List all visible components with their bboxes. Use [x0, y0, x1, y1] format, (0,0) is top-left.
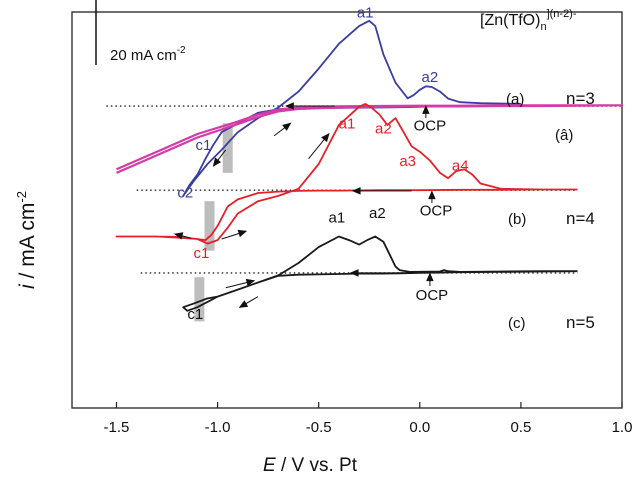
x-axis-ticks: -1.5 -1.0 -0.5 0.0 0.5 1.0: [104, 402, 633, 436]
label-a: (a): [506, 91, 524, 108]
annotation-label: OCP: [416, 287, 449, 304]
annotation-label: c2: [177, 184, 193, 201]
arrow-head: [238, 300, 249, 308]
annotation-label: c1: [196, 137, 212, 154]
x-tick-label: 0.0: [409, 419, 430, 436]
arrow-head: [212, 157, 222, 167]
series-line: [182, 235, 578, 312]
arrow-head: [321, 132, 330, 143]
series-line: [116, 104, 624, 174]
x-tick-label: -0.5: [306, 419, 332, 436]
peak-band: [222, 123, 233, 173]
label-ahat: (â): [555, 127, 573, 144]
arrow-head: [422, 105, 430, 114]
x-axis-title: E / V vs. Pt: [263, 455, 358, 476]
arrow-head: [351, 187, 361, 195]
annotation-label: c1: [193, 245, 209, 262]
label-c: (c): [508, 315, 526, 332]
annotation-label: OCP: [414, 117, 447, 134]
arrow-head: [428, 190, 436, 200]
arrow-head: [426, 272, 434, 282]
arrow-head: [173, 232, 184, 240]
label-n3: n=3: [566, 89, 595, 108]
arrow-head: [237, 229, 248, 238]
annotation-label: a2: [375, 121, 392, 138]
annotation-label: a1: [357, 4, 374, 21]
arrow-head: [285, 102, 294, 110]
annotation-label: a1: [339, 116, 356, 133]
series-lines: [115, 19, 624, 312]
annotation-label: a2: [369, 205, 386, 222]
annotation-label: a4: [452, 157, 469, 174]
scale-bar-label: 20 mA cm-2: [110, 45, 186, 64]
arrow-head: [282, 122, 292, 131]
annotation-label: a2: [422, 69, 439, 86]
complex-formula: [Zn(TfO)n](n-2)-: [480, 8, 577, 33]
peak-labels: a1 a2 c1 c2 a1 a2 a3 a4 c1 a1 a2 c1 OCP OCP OCP: [177, 4, 468, 323]
annotation-label: c1: [187, 306, 203, 323]
label-n5: n=5: [566, 313, 595, 332]
x-tick-label: 0.5: [510, 419, 531, 436]
peak-bands: [194, 123, 233, 322]
label-n4: n=4: [566, 209, 595, 228]
annotation-label: a1: [329, 210, 346, 227]
annotation-label: a3: [399, 153, 416, 170]
x-tick-label: -1.0: [205, 419, 231, 436]
peak-band: [194, 277, 205, 322]
arrow-head: [349, 269, 359, 277]
label-b: (b): [508, 211, 526, 228]
peak-band: [204, 201, 215, 251]
x-tick-label: -1.5: [104, 419, 130, 436]
plot-frame: [71, 11, 623, 409]
series-line: [115, 103, 578, 245]
y-axis-title: i / mA cm-2: [14, 191, 39, 289]
arrow-head: [245, 278, 256, 287]
x-tick-label: 1.0: [612, 419, 633, 436]
annotation-label: OCP: [420, 202, 453, 219]
scan-arrows: [173, 102, 436, 308]
